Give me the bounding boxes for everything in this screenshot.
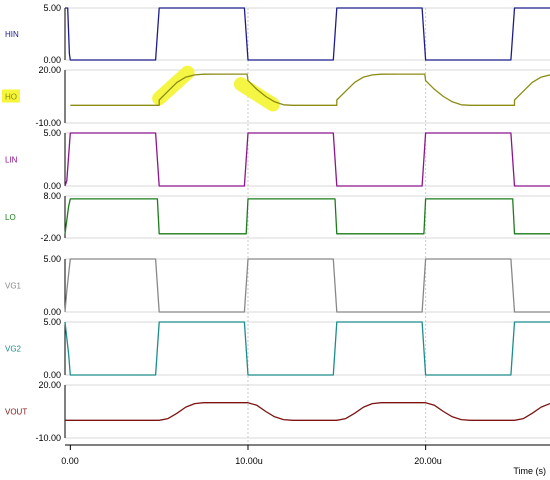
x-tick-label-2: 20.00u [414, 456, 442, 466]
y-tick-label-top: 5.00 [43, 317, 61, 327]
y-tick-label-top: 8.00 [43, 191, 61, 201]
signal-name-ho: HO [5, 93, 17, 102]
y-tick-label-bottom: 0.00 [43, 55, 61, 65]
y-tick-label-bottom: -10.00 [35, 433, 61, 443]
signal-name-lin: LIN [5, 156, 18, 165]
panel-vg1: 5.00 0.00 VG1 [5, 254, 550, 317]
signal-name-vout: VOUT [5, 408, 27, 417]
x-tick-label-1: 10.00u [235, 456, 263, 466]
highlighter-mark-1 [233, 77, 280, 112]
panel-vout: 20.00 -10.00 VOUT [5, 380, 550, 443]
name-highlight-mark [2, 89, 20, 103]
y-tick-label-bottom: -2.00 [40, 233, 61, 243]
y-tick-label-top: 5.00 [43, 3, 61, 13]
x-axis-label: Time (s) [513, 466, 546, 476]
waveform-ho [70, 73, 550, 106]
y-tick-label-top: 5.00 [43, 254, 61, 264]
waveform-lin [64, 132, 550, 187]
signal-name-vg1: VG1 [5, 282, 22, 291]
panel-hin: 5.00 0.00 HIN [5, 3, 550, 65]
waveform-vg2 [64, 321, 550, 376]
signal-name-hin: HIN [5, 30, 19, 39]
x-tick-label-0: 0.00 [61, 456, 79, 466]
y-tick-label-top: 20.00 [38, 65, 61, 75]
y-tick-label-bottom: 0.00 [43, 370, 61, 380]
waveform-vg1 [64, 258, 550, 313]
waveform-vout [65, 402, 550, 421]
signal-panels: 5.000.00HIN20.00-10.00HO5.000.00LIN8.00-… [2, 3, 550, 450]
y-tick-label-bottom: 0.00 [43, 307, 61, 317]
y-tick-label-bottom: -10.00 [35, 118, 61, 128]
y-tick-label-bottom: 0.00 [43, 181, 61, 191]
time-axis: 0.00 10.00u 20.00u Time (s) [61, 456, 546, 476]
signal-name-vg2: VG2 [5, 345, 22, 354]
signal-name-lo: LO [5, 213, 16, 222]
panel-ho: 20.00 -10.00 HO [2, 65, 550, 128]
y-tick-label-top: 20.00 [38, 380, 61, 390]
panel-lo: 8.00 -2.00 LO [5, 191, 550, 243]
panel-lin: 5.00 0.00 LIN [5, 128, 550, 191]
y-tick-label-top: 5.00 [43, 128, 61, 138]
panel-vg2: 5.00 0.00 VG2 [5, 317, 550, 380]
waveform-lo [64, 198, 550, 235]
waveform-hin [65, 7, 550, 61]
